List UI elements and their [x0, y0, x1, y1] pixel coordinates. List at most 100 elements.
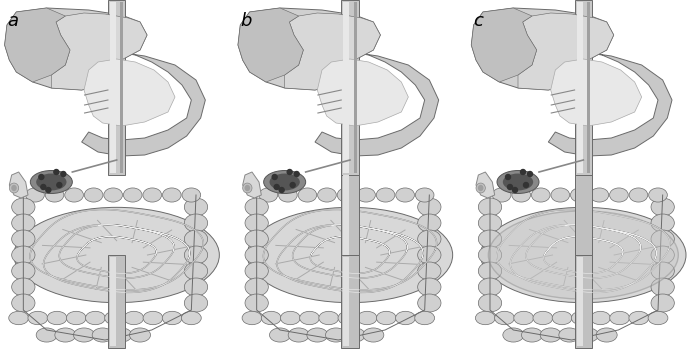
Circle shape [57, 183, 62, 187]
Polygon shape [532, 52, 672, 156]
Ellipse shape [288, 328, 309, 342]
Ellipse shape [184, 214, 208, 232]
Ellipse shape [531, 188, 550, 202]
Ellipse shape [495, 311, 514, 325]
Ellipse shape [12, 262, 35, 280]
Ellipse shape [242, 311, 262, 325]
Ellipse shape [300, 311, 319, 325]
Bar [110, 2, 116, 173]
Ellipse shape [243, 183, 252, 193]
Ellipse shape [651, 278, 674, 296]
Ellipse shape [123, 188, 142, 202]
Ellipse shape [281, 311, 300, 325]
Ellipse shape [481, 207, 686, 303]
Ellipse shape [47, 311, 67, 325]
Ellipse shape [395, 311, 415, 325]
Ellipse shape [184, 262, 208, 280]
Ellipse shape [184, 294, 208, 312]
Ellipse shape [418, 214, 441, 232]
Ellipse shape [28, 311, 48, 325]
Ellipse shape [514, 311, 533, 325]
Bar [343, 257, 349, 346]
Bar [577, 2, 582, 173]
Ellipse shape [26, 188, 44, 202]
Bar [342, 0, 358, 175]
Ellipse shape [261, 311, 281, 325]
Ellipse shape [11, 185, 17, 191]
Ellipse shape [649, 188, 667, 202]
Ellipse shape [307, 328, 328, 342]
Ellipse shape [124, 311, 144, 325]
Ellipse shape [497, 170, 539, 193]
Polygon shape [65, 52, 205, 156]
Circle shape [279, 187, 284, 192]
Bar [587, 2, 590, 173]
Ellipse shape [247, 207, 453, 303]
Bar [108, 255, 125, 348]
Text: a: a [7, 12, 18, 30]
Ellipse shape [651, 230, 674, 248]
Ellipse shape [478, 198, 502, 216]
Polygon shape [238, 8, 303, 82]
Ellipse shape [492, 188, 511, 202]
Polygon shape [51, 13, 147, 90]
Ellipse shape [570, 188, 589, 202]
Bar [120, 2, 123, 173]
Circle shape [46, 187, 51, 192]
Ellipse shape [36, 328, 57, 342]
Ellipse shape [478, 246, 502, 264]
Ellipse shape [270, 174, 300, 191]
Ellipse shape [478, 262, 502, 280]
Ellipse shape [651, 198, 674, 216]
Circle shape [528, 172, 533, 176]
Polygon shape [5, 8, 70, 82]
Ellipse shape [478, 185, 484, 191]
Ellipse shape [377, 188, 395, 202]
Ellipse shape [337, 188, 356, 202]
Bar [575, 0, 592, 175]
Circle shape [54, 169, 59, 174]
Ellipse shape [245, 214, 268, 232]
Ellipse shape [651, 214, 674, 232]
Ellipse shape [478, 230, 502, 248]
Ellipse shape [648, 311, 668, 325]
Bar [577, 257, 582, 346]
Polygon shape [476, 172, 495, 198]
Polygon shape [9, 172, 28, 198]
Polygon shape [471, 8, 614, 90]
Ellipse shape [245, 278, 268, 296]
Bar [110, 257, 116, 346]
Bar [575, 255, 592, 348]
Ellipse shape [84, 188, 103, 202]
Ellipse shape [489, 211, 678, 299]
Bar [342, 255, 358, 348]
Ellipse shape [418, 198, 441, 216]
Ellipse shape [270, 328, 290, 342]
Bar [108, 0, 125, 175]
Ellipse shape [478, 214, 502, 232]
Polygon shape [299, 52, 439, 156]
Ellipse shape [36, 174, 66, 191]
Polygon shape [84, 59, 175, 126]
Ellipse shape [344, 328, 365, 342]
Ellipse shape [264, 170, 306, 193]
Ellipse shape [418, 230, 441, 248]
Ellipse shape [12, 198, 35, 216]
Ellipse shape [184, 198, 208, 216]
Ellipse shape [326, 328, 346, 342]
Circle shape [508, 185, 512, 190]
Ellipse shape [571, 311, 592, 325]
Ellipse shape [551, 188, 570, 202]
Ellipse shape [279, 188, 298, 202]
Bar [343, 175, 349, 255]
Ellipse shape [540, 328, 561, 342]
Ellipse shape [143, 311, 163, 325]
Polygon shape [238, 8, 380, 90]
Ellipse shape [162, 188, 181, 202]
Ellipse shape [12, 214, 35, 232]
Polygon shape [551, 59, 642, 126]
Circle shape [521, 169, 526, 174]
Circle shape [61, 172, 66, 176]
Ellipse shape [8, 311, 29, 325]
Ellipse shape [651, 294, 674, 312]
